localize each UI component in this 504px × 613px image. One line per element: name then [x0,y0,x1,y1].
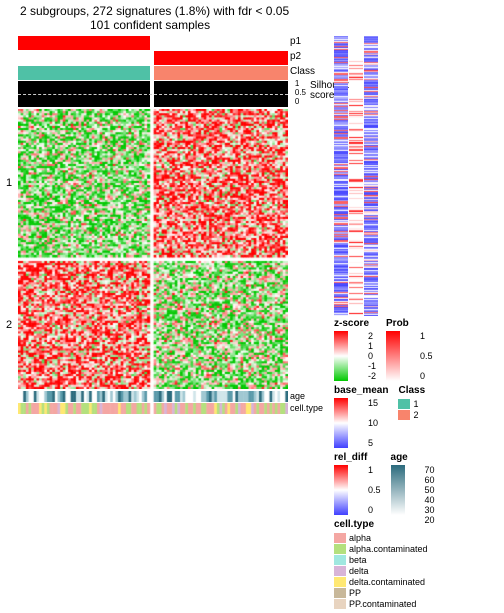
sidecol-rel_diff [364,36,378,316]
legend-base_mean: base_mean15105 [334,385,388,448]
row-group-2: 2 [6,319,12,331]
title-line2: 101 confident samples [0,18,504,36]
legend-Class: Class12 [398,385,425,448]
anno-silhouette: 10.50Silhouette score [18,81,328,109]
bottom-annotations: agecell.type [18,391,328,414]
row-group-1: 1 [6,177,12,189]
anno-p1: p1 [18,36,328,50]
sidecol-base_mean [349,36,363,316]
bottom-anno-age: age [18,391,328,402]
top-annotations: p1p2Class10.50Silhouette score [18,36,328,109]
heatmap-container: 12 [18,109,328,389]
legend-rel_diff: rel_diff10.50 [334,452,381,515]
legends: z-score210-1-2Prob10.50base_mean15105 Cla… [334,318,504,609]
anno-class: Class [18,66,328,80]
legend-Prob: Prob10.50 [386,318,433,381]
main-panel: p1p2Class10.50Silhouette score 12 agecel… [18,36,328,613]
heatmap-canvas [18,109,288,389]
side-columns [334,36,504,316]
title-line1: 2 subgroups, 272 signatures (1.8%) with … [0,0,504,18]
bottom-anno-cell_type: cell.type [18,403,328,414]
legend-age: age706050403020 [391,452,435,515]
sidecol-zscore [334,36,348,316]
legend-z-score: z-score210-1-2 [334,318,376,381]
side-panel: z-score210-1-2Prob10.50base_mean15105 Cla… [328,36,504,613]
anno-p2: p2 [18,51,328,65]
legend-cell.type: cell.typealphaalpha.contaminatedbetadelt… [334,519,504,609]
